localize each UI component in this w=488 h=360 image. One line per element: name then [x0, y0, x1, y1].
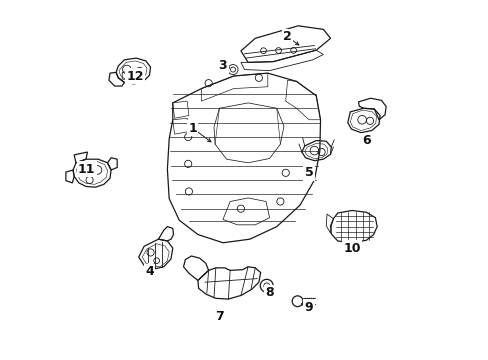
Text: 5: 5 [304, 166, 313, 179]
Text: 11: 11 [78, 163, 95, 176]
Text: 7: 7 [215, 310, 224, 324]
Text: 10: 10 [343, 242, 360, 255]
Text: 4: 4 [145, 265, 154, 278]
Text: 3: 3 [218, 59, 227, 72]
Text: 1: 1 [188, 122, 197, 135]
Text: 2: 2 [283, 30, 291, 43]
Text: 6: 6 [362, 134, 370, 147]
Text: 9: 9 [304, 301, 313, 314]
Text: 8: 8 [265, 287, 273, 300]
Text: 12: 12 [126, 69, 143, 82]
